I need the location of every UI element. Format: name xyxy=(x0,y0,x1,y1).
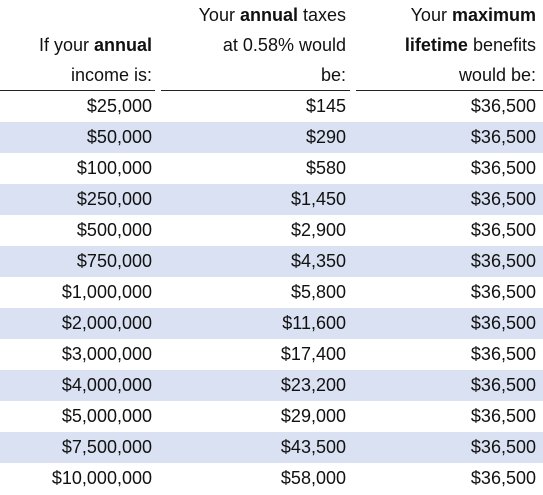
table-row: $4,000,000 $23,200 $36,500 xyxy=(0,370,543,401)
table-row: $2,000,000 $11,600 $36,500 xyxy=(0,308,543,339)
table-cell: $36,500 xyxy=(470,282,536,302)
table-row: $25,000 $145 $36,500 xyxy=(0,91,543,122)
table-cell: $25,000 xyxy=(86,96,152,116)
table-cell: $36,500 xyxy=(470,251,536,271)
table-row: $500,000 $2,900 $36,500 xyxy=(0,215,543,246)
table-cell: $750,000 xyxy=(76,251,152,271)
table-cell: $7,500,000 xyxy=(61,437,152,457)
header-line: Your maximum xyxy=(356,0,536,30)
table-row: $750,000 $4,350 $36,500 xyxy=(0,246,543,277)
table-cell: $36,500 xyxy=(470,158,536,178)
table-cell: $5,800 xyxy=(290,282,346,302)
table-row: $5,000,000 $29,000 $36,500 xyxy=(0,401,543,432)
table-cell: $4,000,000 xyxy=(61,375,152,395)
table-row: $250,000 $1,450 $36,500 xyxy=(0,184,543,215)
header-text: taxes xyxy=(297,5,346,25)
table-cell: $36,500 xyxy=(470,96,536,116)
table-cell: $36,500 xyxy=(470,406,536,426)
table-cell: $10,000,000 xyxy=(51,468,152,488)
table-cell: $36,500 xyxy=(470,220,536,240)
table-cell: $43,500 xyxy=(280,437,346,457)
table-cell: $36,500 xyxy=(470,313,536,333)
header-line: lifetime benefits xyxy=(356,30,536,60)
table-cell: $250,000 xyxy=(76,189,152,209)
header-text: benefits xyxy=(467,35,536,55)
table-row: $3,000,000 $17,400 $36,500 xyxy=(0,339,543,370)
header-bold-text: annual xyxy=(93,35,152,55)
header-line: Your annual taxes xyxy=(161,0,346,30)
table-cell: $2,900 xyxy=(290,220,346,240)
table-cell: $11,600 xyxy=(282,313,346,333)
table-cell: $290 xyxy=(305,127,346,147)
table-cell: $36,500 xyxy=(470,189,536,209)
table-row: $50,000 $290 $36,500 xyxy=(0,122,543,153)
header-line: If your annual xyxy=(0,30,152,60)
table-cell: $5,000,000 xyxy=(61,406,152,426)
table-cell: $58,000 xyxy=(280,468,346,488)
table-cell: $36,500 xyxy=(470,127,536,147)
header-text: be: xyxy=(320,65,346,85)
header-text: If your xyxy=(38,35,94,55)
table-cell: $4,350 xyxy=(290,251,346,271)
table-cell: $36,500 xyxy=(470,344,536,364)
table-cell: $580 xyxy=(305,158,346,178)
table-cell: $29,000 xyxy=(280,406,346,426)
header-text: Your xyxy=(198,5,240,25)
header-line: at 0.58% would xyxy=(161,30,346,60)
header-rule xyxy=(0,90,155,91)
table-cell: $36,500 xyxy=(470,468,536,488)
table-cell: $1,450 xyxy=(290,189,346,209)
header-bold-text: annual xyxy=(239,5,298,25)
table-row: $100,000 $580 $36,500 xyxy=(0,153,543,184)
table-cell: $17,400 xyxy=(280,344,346,364)
table-cell: $145 xyxy=(305,96,346,116)
table-cell: $2,000,000 xyxy=(61,313,152,333)
header-line: be: xyxy=(161,60,346,90)
table-cell: $36,500 xyxy=(470,375,536,395)
table-cell: $1,000,000 xyxy=(61,282,152,302)
header-line: income is: xyxy=(0,60,152,90)
table-cell: $500,000 xyxy=(76,220,152,240)
header-bold-text: lifetime xyxy=(404,35,468,55)
header-rule xyxy=(161,90,350,91)
table-cell: $36,500 xyxy=(470,437,536,457)
table-row: $10,000,000 $58,000 $36,500 xyxy=(0,463,543,494)
table-cell: $23,200 xyxy=(280,375,346,395)
header-text: would be: xyxy=(458,65,536,85)
header-rule xyxy=(356,90,543,91)
table-row: $1,000,000 $5,800 $36,500 xyxy=(0,277,543,308)
header-text: income is: xyxy=(70,65,152,85)
header-text: Your xyxy=(410,5,452,25)
table-cell: $100,000 xyxy=(76,158,152,178)
table-cell: $50,000 xyxy=(86,127,152,147)
header-bold-text: maximum xyxy=(451,5,536,25)
table-cell: $3,000,000 xyxy=(61,344,152,364)
header-text: at 0.58% would xyxy=(222,35,346,55)
table-row: $7,500,000 $43,500 $36,500 xyxy=(0,432,543,463)
header-line: would be: xyxy=(356,60,536,90)
